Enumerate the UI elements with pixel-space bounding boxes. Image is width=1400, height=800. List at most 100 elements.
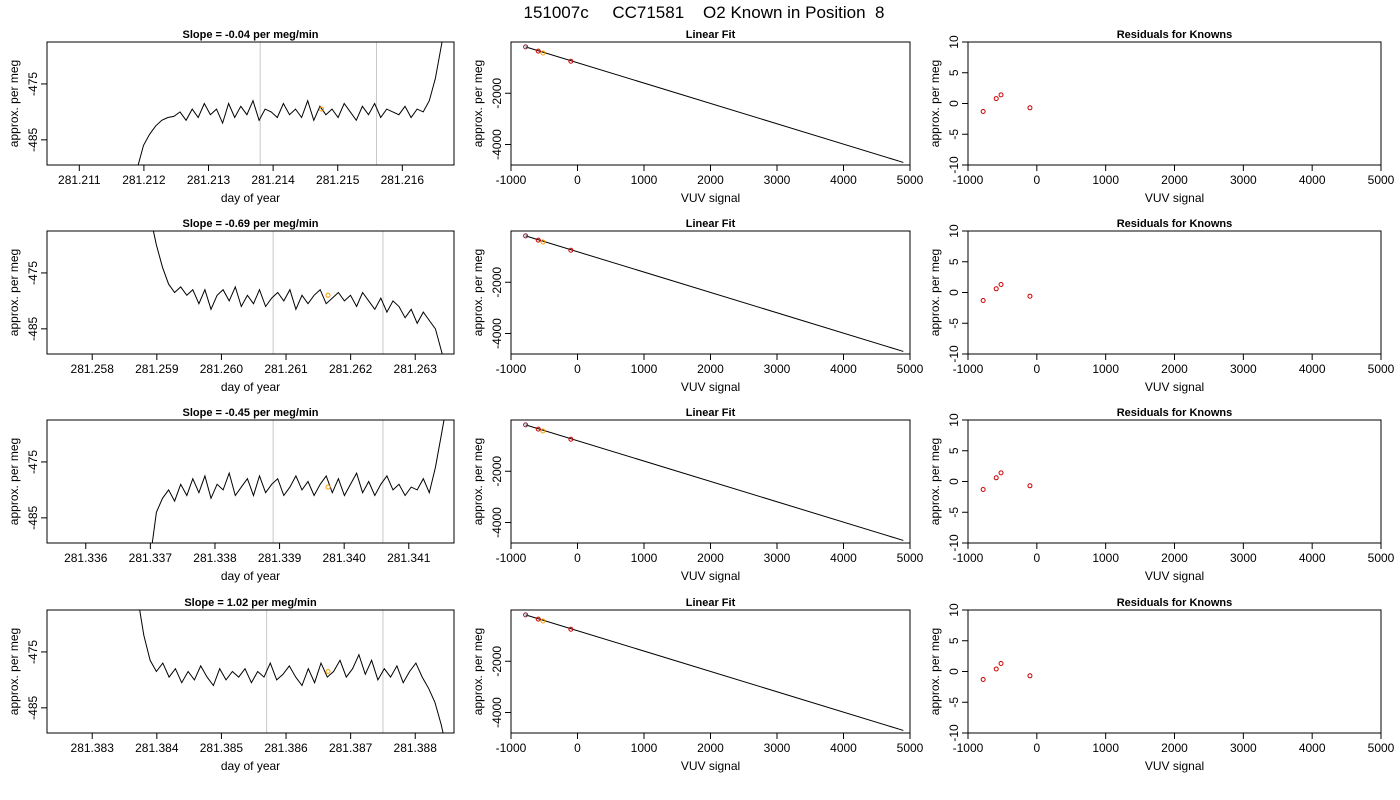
residual-point bbox=[993, 666, 999, 672]
plot-frame bbox=[510, 609, 911, 734]
x-tick-label: 281.386 bbox=[264, 741, 308, 755]
x-tick-label: -1000 bbox=[496, 551, 527, 565]
x-tick-label: 4000 bbox=[830, 362, 857, 376]
x-tick-label: 281.337 bbox=[129, 551, 173, 565]
residual-point bbox=[998, 470, 1004, 476]
x-axis-label: VUV signal bbox=[681, 569, 740, 583]
signal-trace bbox=[139, 610, 444, 733]
panel-timeseries-row-0: Slope = -0.04 per meg/min 281.211 281.212 2… bbox=[7, 29, 455, 205]
x-axis-label: VUV signal bbox=[681, 759, 740, 773]
y-tick-label: 0 bbox=[947, 289, 961, 296]
plot-area bbox=[139, 610, 444, 733]
x-tick-label: 281.263 bbox=[394, 362, 438, 376]
signal-trace bbox=[152, 231, 443, 354]
x-tick-label: 0 bbox=[574, 741, 581, 755]
x-tick-label: 5000 bbox=[1368, 362, 1395, 376]
plot-area bbox=[523, 612, 904, 731]
panel-title: Slope = -0.69 per meg/min bbox=[182, 218, 318, 230]
panel-title: Linear Fit bbox=[686, 218, 736, 230]
x-tick-label: 4000 bbox=[1299, 551, 1326, 565]
y-tick-label: -485 bbox=[26, 696, 40, 720]
x-tick-label: 1000 bbox=[1092, 173, 1119, 187]
x-tick-label: 281.261 bbox=[264, 362, 308, 376]
plot-frame bbox=[46, 230, 455, 355]
plot-frame bbox=[967, 230, 1382, 355]
x-axis-label: day of year bbox=[221, 569, 280, 583]
x-tick-label: 5000 bbox=[897, 551, 924, 565]
x-tick-label: 5000 bbox=[897, 362, 924, 376]
panel-residuals-row-3: Residuals for Knowns -1000 0 1000 2000 3000 40… bbox=[928, 597, 1395, 773]
x-axis-label: VUV signal bbox=[1145, 380, 1204, 394]
panel-title: Linear Fit bbox=[686, 29, 736, 41]
residual-point bbox=[993, 475, 999, 481]
x-tick-label: 281.211 bbox=[58, 173, 101, 187]
x-tick-label: 5000 bbox=[897, 741, 924, 755]
y-tick-label: 5 bbox=[947, 637, 961, 644]
x-tick-label: 1000 bbox=[1092, 362, 1119, 376]
x-tick-label: -1000 bbox=[953, 173, 984, 187]
y-tick-label: 5 bbox=[947, 447, 961, 454]
known-point bbox=[568, 626, 574, 632]
y-tick-label: -485 bbox=[26, 128, 40, 152]
x-tick-label: 4000 bbox=[830, 741, 857, 755]
residual-point bbox=[980, 486, 986, 492]
panel-title: Slope = -0.04 per meg/min bbox=[182, 29, 318, 41]
highlight-point bbox=[325, 292, 331, 298]
x-tick-label: 281.341 bbox=[387, 551, 431, 565]
highlight-point bbox=[319, 106, 325, 112]
x-tick-label: 1000 bbox=[631, 551, 658, 565]
known-point bbox=[540, 428, 546, 434]
panel-residuals-row-1: Residuals for Knowns -1000 0 1000 2000 3000 40… bbox=[928, 218, 1395, 394]
known-point bbox=[535, 237, 541, 243]
x-tick-label: 3000 bbox=[1230, 362, 1257, 376]
y-axis-label: approx. per meg bbox=[928, 628, 942, 715]
y-tick-label: 10 bbox=[947, 603, 961, 617]
residual-point bbox=[993, 96, 999, 102]
plot-frame bbox=[967, 419, 1382, 544]
panel-linearfit-row-2: Linear Fit -1000 0 1000 2000 3000 4000 5000 -200… bbox=[471, 407, 924, 583]
x-tick-label: 5000 bbox=[1368, 551, 1395, 565]
y-tick-label: 0 bbox=[947, 668, 961, 675]
x-axis-label: VUV signal bbox=[1145, 759, 1204, 773]
residual-point bbox=[998, 92, 1004, 98]
x-tick-label: 281.338 bbox=[193, 551, 237, 565]
known-point bbox=[568, 58, 574, 64]
plot-frame bbox=[46, 609, 455, 734]
x-tick-label: 4000 bbox=[1299, 741, 1326, 755]
plot-area bbox=[151, 420, 445, 543]
plot-frame bbox=[967, 41, 1382, 166]
x-tick-label: 3000 bbox=[1230, 551, 1257, 565]
x-tick-label: 5000 bbox=[897, 173, 924, 187]
y-tick-label: 10 bbox=[947, 35, 961, 49]
y-tick-label: -5 bbox=[947, 697, 961, 708]
x-tick-label: 0 bbox=[1033, 741, 1040, 755]
x-tick-label: 2000 bbox=[697, 173, 724, 187]
x-tick-label: 1000 bbox=[631, 173, 658, 187]
x-tick-label: 5000 bbox=[1368, 173, 1395, 187]
panel-title: Slope = -0.45 per meg/min bbox=[182, 407, 318, 419]
plot-frame bbox=[510, 230, 911, 355]
x-axis-label: VUV signal bbox=[681, 380, 740, 394]
x-tick-label: 281.262 bbox=[329, 362, 373, 376]
panels-group: Slope = -0.04 per meg/min 281.211 281.212 2… bbox=[7, 29, 1395, 773]
known-point bbox=[568, 247, 574, 253]
known-point bbox=[523, 233, 529, 239]
y-axis-label: approx. per meg bbox=[7, 249, 21, 336]
y-axis-label: approx. per meg bbox=[7, 628, 21, 715]
x-tick-label: 281.214 bbox=[251, 173, 295, 187]
plot-area bbox=[980, 661, 1033, 682]
x-tick-label: 281.387 bbox=[329, 741, 373, 755]
y-tick-label: 10 bbox=[947, 413, 961, 427]
y-tick-label: -10 bbox=[947, 724, 961, 742]
panel-title: Slope = 1.02 per meg/min bbox=[184, 597, 317, 609]
x-tick-label: 281.385 bbox=[200, 741, 244, 755]
x-tick-label: 0 bbox=[574, 173, 581, 187]
panel-residuals-row-0: Residuals for Knowns -1000 0 1000 2000 3000 40… bbox=[928, 29, 1395, 205]
known-point bbox=[540, 239, 546, 245]
residual-point bbox=[1027, 105, 1033, 111]
x-tick-label: 0 bbox=[1033, 362, 1040, 376]
x-tick-label: 2000 bbox=[697, 551, 724, 565]
y-tick-label: -5 bbox=[947, 507, 961, 518]
known-point bbox=[535, 616, 541, 622]
residual-point bbox=[998, 282, 1004, 288]
